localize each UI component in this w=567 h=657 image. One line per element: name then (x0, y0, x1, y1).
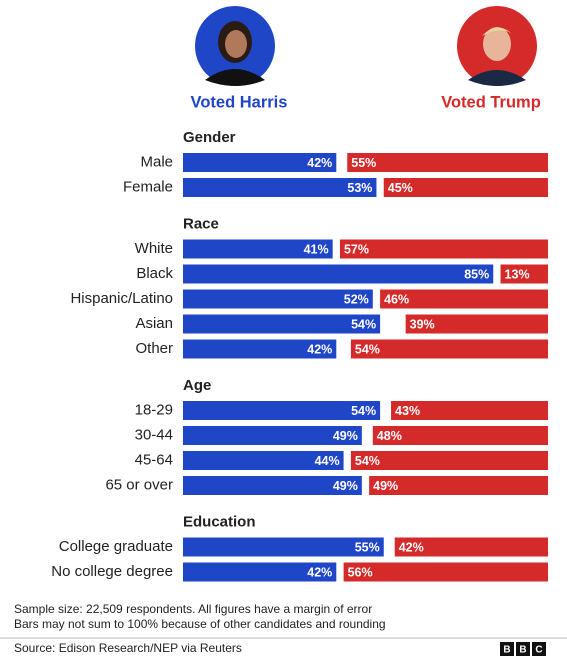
trump-bar (372, 426, 548, 445)
trump-bar (380, 289, 548, 309)
value-label: 52% (344, 292, 369, 306)
logo-letter: B (503, 645, 510, 656)
category-label: Hispanic/Latino (70, 290, 173, 307)
trump-portrait (457, 6, 537, 86)
value-label: 13% (505, 267, 530, 281)
source: Source: Edison Research/NEP via Reuters (14, 641, 242, 655)
harris-bar (183, 153, 337, 172)
value-label: 44% (315, 454, 340, 468)
value-label: 54% (355, 342, 380, 356)
harris-bar (183, 178, 377, 197)
value-label: 49% (333, 429, 358, 443)
harris-bar (183, 314, 381, 334)
category-label: 65 or over (105, 476, 173, 493)
group-heading: Race (183, 215, 219, 232)
value-label: 46% (384, 292, 409, 306)
trump-bar (405, 314, 548, 334)
value-label: 55% (351, 156, 376, 170)
harris-bar (183, 537, 384, 557)
trump-bar (369, 476, 548, 495)
harris-bar (183, 401, 381, 420)
legend-label: Voted Harris (191, 93, 288, 111)
value-label: 54% (351, 317, 376, 331)
harris-bar (183, 289, 373, 309)
category-label: 30-44 (135, 426, 173, 443)
category-label: White (135, 240, 173, 257)
trump-bar (394, 537, 548, 557)
value-label: 42% (307, 156, 332, 170)
harris-bar (183, 476, 362, 495)
logo-box (500, 642, 514, 656)
trump-bar (500, 264, 548, 284)
group-heading: Education (183, 513, 256, 530)
category-label: Other (135, 340, 173, 357)
category-label: Black (136, 265, 173, 282)
value-label: 41% (304, 242, 329, 256)
trump-bar (343, 562, 548, 582)
harris-bar (183, 451, 344, 470)
group-heading: Gender (183, 129, 236, 146)
legend-label: Voted Trump (441, 93, 541, 111)
harris-bar (183, 426, 362, 445)
footnote: Sample size: 22,509 respondents. All fig… (14, 602, 372, 616)
value-label: 43% (395, 404, 420, 418)
value-label: 57% (344, 242, 369, 256)
trump-bar (347, 153, 548, 172)
value-label: 85% (464, 267, 489, 281)
logo-letter: B (519, 645, 526, 656)
value-label: 54% (355, 454, 380, 468)
category-label: 45-64 (135, 451, 173, 468)
value-label: 49% (333, 479, 358, 493)
category-label: Asian (135, 315, 173, 332)
value-label: 56% (348, 565, 373, 579)
value-label: 45% (388, 181, 413, 195)
category-label: 18-29 (135, 401, 173, 418)
category-label: Male (140, 153, 173, 170)
value-label: 42% (399, 540, 424, 554)
harris-bar (183, 339, 337, 359)
logo-box (532, 642, 546, 656)
value-label: 39% (410, 317, 435, 331)
harris-bar (183, 562, 337, 582)
harris-bar (183, 239, 333, 259)
logo-box (516, 642, 530, 656)
value-label: 55% (355, 540, 380, 554)
trump-bar (350, 451, 548, 470)
value-label: 42% (307, 342, 332, 356)
harris-bar (183, 264, 494, 284)
footnote: Bars may not sum to 100% because of othe… (14, 617, 386, 631)
category-label: No college degree (51, 563, 173, 580)
value-label: 53% (347, 181, 372, 195)
harris-portrait (195, 6, 275, 86)
value-label: 48% (377, 429, 402, 443)
trump-bar (383, 178, 548, 197)
category-label: Female (123, 178, 173, 195)
trump-bar (339, 239, 548, 259)
value-label: 49% (373, 479, 398, 493)
trump-bar (391, 401, 548, 420)
value-label: 42% (307, 565, 332, 579)
trump-bar (350, 339, 548, 359)
logo-letter: C (535, 645, 542, 656)
group-heading: Age (183, 377, 211, 394)
value-label: 54% (351, 404, 376, 418)
category-label: College graduate (59, 538, 173, 555)
